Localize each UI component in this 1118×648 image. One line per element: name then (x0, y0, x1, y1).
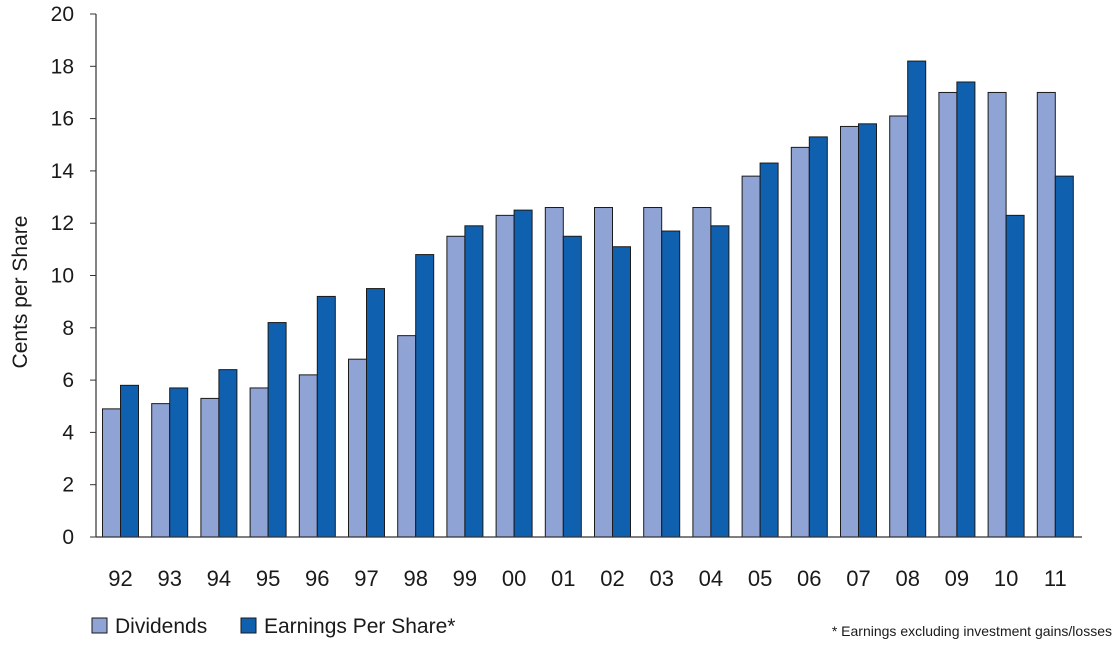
dividends-bar (102, 408, 121, 538)
y-tick-label: 20 (51, 3, 74, 26)
dividends-bar (298, 374, 318, 538)
y-tick-labels: 0 2 4 6 8 10 12 14 16 18 20 (51, 3, 96, 549)
dividends-bar (151, 403, 171, 538)
y-tick-label: 16 (51, 108, 74, 131)
x-category-label: 00 (502, 566, 526, 591)
eps-bar (169, 387, 189, 538)
x-category-label: 05 (748, 566, 772, 591)
eps-bar (808, 136, 828, 538)
x-category-labels: 92 93 94 95 96 97 98 99 00 01 02 03 04 05 06 07 08 09 10 11 (108, 566, 1066, 591)
y-tick-label: 4 (62, 421, 74, 444)
x-category-label: 11 (1044, 566, 1067, 591)
x-category-label: 07 (846, 566, 870, 591)
axes-layer (95, 14, 1082, 538)
x-category-label: 92 (108, 566, 132, 591)
y-tick-label: 6 (62, 369, 74, 392)
x-category-label: 94 (207, 566, 231, 591)
dividends-bar (594, 207, 613, 538)
eps-bar (562, 235, 582, 538)
dividends-bar (938, 91, 958, 538)
dividends-bar (643, 207, 663, 538)
legend-swatch (240, 617, 257, 634)
legend: Dividends Earnings Per Share* (91, 615, 455, 638)
eps-bar (759, 162, 779, 538)
y-tick-label: 8 (62, 317, 74, 340)
eps-bar (415, 254, 435, 538)
x-category-label: 97 (354, 566, 378, 591)
x-category-label: 99 (453, 566, 477, 591)
eps-bar (316, 295, 336, 538)
bars-layer (102, 60, 1074, 538)
x-category-label: 96 (305, 566, 329, 591)
x-category-label: 09 (945, 566, 969, 591)
x-category-label: 98 (403, 566, 427, 591)
y-tick-label: 2 (62, 474, 74, 497)
eps-bar (907, 60, 927, 538)
y-tick-label: 0 (62, 526, 74, 549)
dividends-bar (348, 358, 367, 538)
y-tick-label: 14 (51, 160, 75, 183)
x-category-label: 93 (157, 566, 181, 591)
dividends-bar (249, 387, 269, 538)
eps-bar (464, 225, 484, 538)
footnote: * Earnings excluding investment gains/lo… (832, 623, 1112, 639)
dividends-bar (840, 125, 859, 538)
eps-bar (858, 123, 877, 538)
y-tick-label: 18 (51, 55, 74, 78)
dividends-bar (987, 91, 1007, 538)
dividends-bar (692, 207, 712, 538)
x-category-label: 10 (994, 566, 1018, 591)
y-tick-label: 12 (51, 212, 74, 235)
eps-bar (218, 369, 238, 538)
eps-bar (513, 209, 533, 538)
dividends-bar (790, 146, 810, 538)
eps-bar (1005, 214, 1025, 538)
x-category-label: 04 (699, 566, 723, 591)
x-category-label: 95 (256, 566, 280, 591)
legend-label: Earnings Per Share* (264, 615, 455, 638)
dividends-bar (889, 115, 909, 538)
y-tick-label: 10 (51, 265, 74, 288)
eps-bar (956, 81, 976, 538)
eps-bar (661, 230, 681, 538)
x-category-label: 06 (797, 566, 821, 591)
legend-swatch (91, 617, 108, 634)
dividends-bar (397, 335, 417, 538)
x-category-label: 08 (895, 566, 919, 591)
eps-bar (710, 225, 730, 538)
legend-label: Dividends (115, 615, 207, 638)
x-category-label: 03 (649, 566, 673, 591)
x-category-label: 01 (551, 566, 575, 591)
dividends-bar (1036, 91, 1056, 538)
dividends-bar (200, 397, 220, 538)
eps-bar (120, 384, 139, 538)
dividends-bar (495, 214, 515, 538)
y-axis-title: Cents per Share (9, 216, 32, 369)
eps-bar (267, 322, 287, 538)
eps-bar (612, 246, 631, 538)
x-category-label: 02 (600, 566, 624, 591)
dividends-bar (741, 175, 761, 538)
eps-bar (1054, 175, 1074, 538)
dividends-bar (446, 235, 466, 538)
eps-bar (366, 288, 385, 538)
dividends-bar (544, 207, 564, 538)
